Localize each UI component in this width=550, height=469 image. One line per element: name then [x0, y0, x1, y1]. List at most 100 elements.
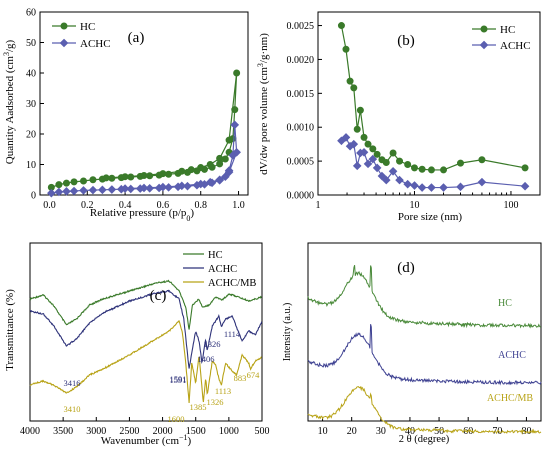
panel-c-frame: [29, 242, 263, 422]
panel-a-legend-marker: [60, 22, 68, 30]
panel-a-point: [177, 181, 187, 191]
panel-b-point: [352, 161, 362, 171]
panel-a-point: [224, 167, 234, 177]
panel-a-point: [79, 186, 88, 195]
panel-a-point: [79, 177, 87, 185]
panel-c-x-tick-label: 500: [255, 426, 270, 437]
panel-b-ylabel: dV/dw pore volume (cm3/g·nm): [256, 33, 271, 175]
panel-a-label: (a): [128, 30, 145, 46]
panel-a-point: [221, 172, 230, 182]
panel-b-point: [377, 171, 387, 181]
panel-a-x-tick-label: 0.2: [81, 200, 94, 211]
panel-b-point: [439, 183, 448, 192]
panel-a-point: [102, 174, 110, 182]
panel-d-x-tick-label: 10: [318, 426, 328, 437]
panel-d-x-tick-label: 30: [376, 426, 386, 437]
panel-b-point: [372, 163, 382, 173]
panel-b-point: [381, 175, 391, 185]
panel-c-ylabel: Transmittance (%): [4, 289, 16, 371]
panel-a-point: [107, 185, 117, 194]
panel-c-x-tick-label: 2000: [153, 426, 173, 437]
panel-a-point: [146, 172, 154, 180]
panel-b-point: [410, 181, 419, 190]
panel-b-point: [363, 159, 373, 169]
panel-b-point: [427, 166, 435, 174]
panel-b-legend-marker: [479, 40, 489, 50]
panel-c-series-line: [29, 320, 262, 404]
panel-a-y-tick-label: 50: [26, 38, 36, 49]
panel-b-point: [353, 125, 361, 133]
panel-a-y-tick-label: 60: [26, 8, 36, 19]
panel-b-label: (b): [397, 33, 415, 49]
panel-d-series-label: HC: [498, 298, 512, 309]
panel-a-y-tick-label: 20: [26, 130, 36, 141]
panel-c-peak-label: 1326: [207, 397, 224, 407]
panel-c-peak-label: 1600: [168, 414, 185, 424]
panel-c-legend-label: HC: [208, 250, 223, 261]
panel-b-point: [410, 164, 418, 172]
panel-a-y-tick-label: 30: [26, 99, 36, 110]
panel-b-x-tick-label: 10: [409, 200, 419, 211]
panel-b-y-tick-label: 0.0010: [287, 123, 315, 134]
panel-b-point: [364, 140, 372, 148]
panel-a-point: [178, 167, 186, 175]
panel-a-point: [221, 155, 229, 163]
panel-d-series-label: ACHC: [498, 350, 526, 361]
panel-a-point: [108, 174, 116, 182]
panel-d-x-tick-label: 20: [347, 426, 357, 437]
panel-b-point: [395, 175, 404, 185]
panel-c-peak-label: 1113: [215, 386, 231, 396]
panel-a-point: [62, 179, 70, 187]
panel-c-series-line: [29, 279, 262, 330]
panel-a-xlabel: Relative pressure (p/p0): [90, 207, 195, 223]
panel-d-frame: [307, 242, 542, 422]
panel-d-xlabel: 2 θ (degree): [399, 434, 450, 445]
panel-a-point: [88, 185, 98, 195]
panel-a-point: [206, 161, 214, 168]
panel-b-y-tick-label: 0.0015: [287, 89, 315, 100]
panel-b-point: [389, 149, 397, 157]
panel-b-y-tick-label: 0.0025: [287, 21, 315, 32]
panel-d-x-tick-label: 50: [434, 426, 444, 437]
panel-b-point: [360, 133, 368, 141]
panel-a-point: [139, 183, 149, 193]
panel-c-x-tick-label: 1500: [186, 426, 206, 437]
panel-b-point: [342, 45, 350, 53]
panel-c-peak-label: 1326: [204, 339, 221, 349]
panel-b-point: [396, 157, 404, 165]
panel-c-peak-label: 1385: [190, 402, 207, 412]
panel-a-point: [70, 178, 78, 186]
panel-b-point: [337, 136, 346, 146]
panel-b-point: [521, 164, 529, 172]
panel-a-point: [89, 176, 97, 184]
panel-b-point: [388, 166, 398, 176]
panel-a-x-tick-label: 0.6: [157, 200, 170, 211]
panel-a-point: [197, 164, 205, 172]
panel-d-x-tick-label: 40: [405, 426, 415, 437]
panel-c-x-tick-label: 3500: [53, 426, 73, 437]
panel-c-peak-label: 3410: [64, 404, 81, 414]
panel-b-point: [369, 145, 377, 153]
panel-a-legend-label: HC: [80, 21, 95, 33]
panel-a-legend-label: ACHC: [80, 38, 111, 50]
panel-a-point: [232, 147, 241, 157]
panel-b-point: [350, 84, 358, 92]
panel-c-legend-label: ACHC/MB: [208, 278, 256, 289]
panel-a-legend-marker: [59, 38, 69, 48]
panel-b-point: [404, 161, 412, 168]
panel-d-label: (d): [397, 260, 415, 276]
panel-b-point: [418, 165, 426, 173]
panel-c-peak-label: 1591: [170, 374, 187, 384]
panel-a-point: [140, 171, 148, 179]
panel-c-peak-label: 674: [247, 370, 261, 380]
panel-b-series-line: [340, 25, 526, 171]
panel-a-point: [165, 170, 173, 178]
panel-b-y-tick-label: 0.0005: [287, 157, 315, 168]
panel-b-y-tick-label: 0.0000: [287, 191, 315, 202]
panel-a-x-tick-label: 0.4: [119, 200, 132, 211]
panel-b-point: [368, 154, 378, 164]
panel-a-point: [47, 188, 56, 198]
panel-a-point: [215, 175, 224, 185]
panel-a-y-tick-label: 40: [26, 69, 36, 80]
panel-a-point: [196, 179, 206, 189]
